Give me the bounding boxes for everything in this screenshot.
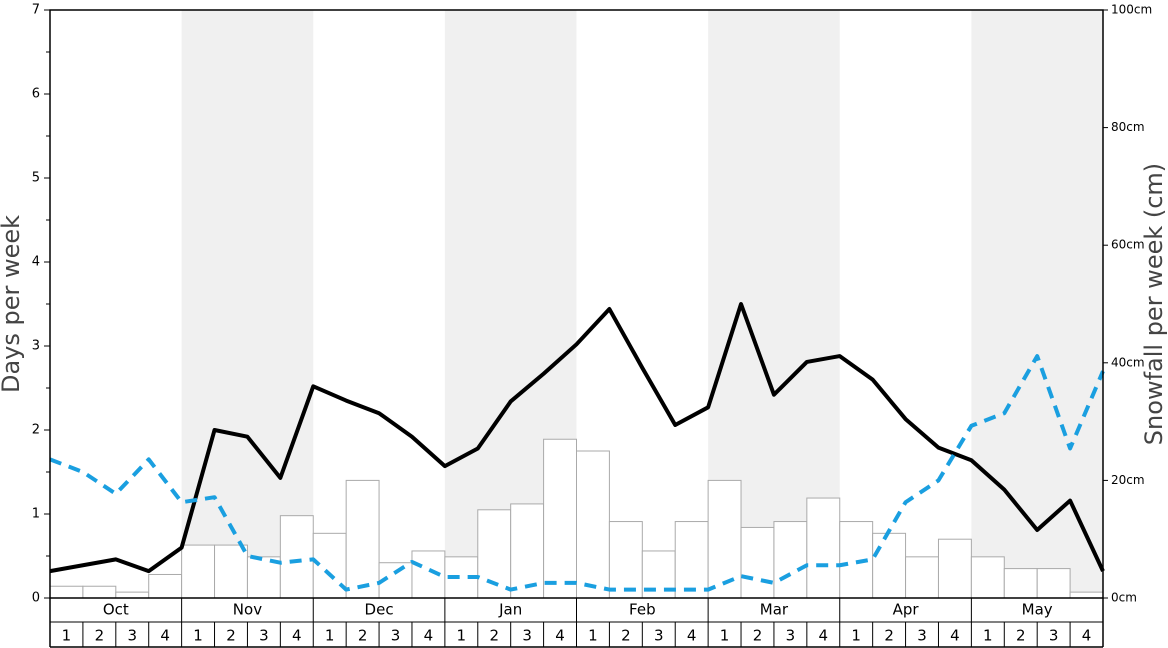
month-label: Jan xyxy=(498,601,522,619)
y-tick-label: 3 xyxy=(32,339,40,354)
bar xyxy=(214,544,248,599)
week-label: 3 xyxy=(786,627,796,645)
week-label: 4 xyxy=(687,627,697,645)
week-label: 1 xyxy=(851,627,861,645)
week-label: 1 xyxy=(588,627,598,645)
month-label: Feb xyxy=(629,601,656,619)
week-label: 1 xyxy=(457,627,467,645)
bar xyxy=(543,438,577,599)
week-label: 4 xyxy=(950,627,960,645)
y-tick-label: 2 xyxy=(32,423,40,438)
week-label: 1 xyxy=(983,627,993,645)
y-tick-label: 1 xyxy=(32,507,40,522)
week-label: 1 xyxy=(62,627,72,645)
week-label: 3 xyxy=(522,627,532,645)
bar xyxy=(905,556,939,599)
bar xyxy=(279,515,314,599)
week-label: 2 xyxy=(621,627,631,645)
bar xyxy=(49,585,84,599)
bar xyxy=(82,585,117,599)
month-band xyxy=(181,10,314,598)
month-label: May xyxy=(1022,601,1053,619)
week-label: 2 xyxy=(1016,627,1026,645)
bar xyxy=(707,479,742,599)
bar xyxy=(510,503,545,599)
bar xyxy=(1003,568,1038,599)
y2-tick-label: 40cm xyxy=(1111,355,1145,369)
week-label: 2 xyxy=(489,627,499,645)
bar xyxy=(181,544,216,599)
week-label: 1 xyxy=(325,627,335,645)
week-label: 2 xyxy=(884,627,894,645)
bar xyxy=(608,521,643,599)
line xyxy=(49,354,1105,592)
week-label: 4 xyxy=(292,627,302,645)
week-label: 4 xyxy=(160,627,170,645)
week-label: 4 xyxy=(819,627,829,645)
y-tick-label: 7 xyxy=(32,3,40,18)
bar xyxy=(740,526,775,599)
bar xyxy=(937,538,972,599)
bar xyxy=(576,450,610,599)
y2-tick-label: 60cm xyxy=(1111,238,1145,252)
week-label: 3 xyxy=(917,627,927,645)
bar xyxy=(773,521,808,599)
bar xyxy=(872,532,907,599)
month-label: Oct xyxy=(103,601,129,619)
week-label: 2 xyxy=(753,627,763,645)
month-label: Mar xyxy=(760,601,789,619)
y2-axis-label: Snowfall per week (cm) xyxy=(1140,163,1168,445)
week-label: 4 xyxy=(1082,627,1092,645)
week-label: 1 xyxy=(720,627,730,645)
bar xyxy=(1069,591,1104,599)
week-label: 1 xyxy=(193,627,203,645)
week-label: 3 xyxy=(1049,627,1059,645)
bar xyxy=(345,479,380,599)
y-axis-label: Days per week xyxy=(0,215,25,393)
week-label: 2 xyxy=(358,627,368,645)
y-tick-label: 0 xyxy=(32,591,40,606)
bar xyxy=(148,573,183,599)
line xyxy=(49,302,1105,574)
bar xyxy=(970,556,1005,599)
week-label: 4 xyxy=(424,627,434,645)
y-tick-label: 5 xyxy=(32,171,40,186)
week-label: 3 xyxy=(259,627,269,645)
week-label: 2 xyxy=(226,627,236,645)
month-band xyxy=(971,10,1103,598)
bar xyxy=(806,497,841,599)
y2-tick-label: 100cm xyxy=(1111,3,1152,17)
bar xyxy=(839,521,874,599)
week-label: 3 xyxy=(127,627,137,645)
bar xyxy=(115,591,150,599)
y-tick-label: 4 xyxy=(32,255,40,270)
month-label: Nov xyxy=(233,601,262,619)
week-label: 4 xyxy=(555,627,565,645)
bar xyxy=(1036,568,1071,599)
month-label: Apr xyxy=(893,601,920,619)
y2-tick-label: 20cm xyxy=(1111,473,1145,487)
week-label: 2 xyxy=(95,627,105,645)
bar xyxy=(674,521,709,599)
y-tick-label: 6 xyxy=(32,87,40,102)
y2-tick-label: 0cm xyxy=(1111,591,1137,605)
week-label: 3 xyxy=(654,627,664,645)
week-label: 3 xyxy=(391,627,401,645)
y2-tick-label: 80cm xyxy=(1111,120,1145,134)
month-label: Dec xyxy=(365,601,394,619)
